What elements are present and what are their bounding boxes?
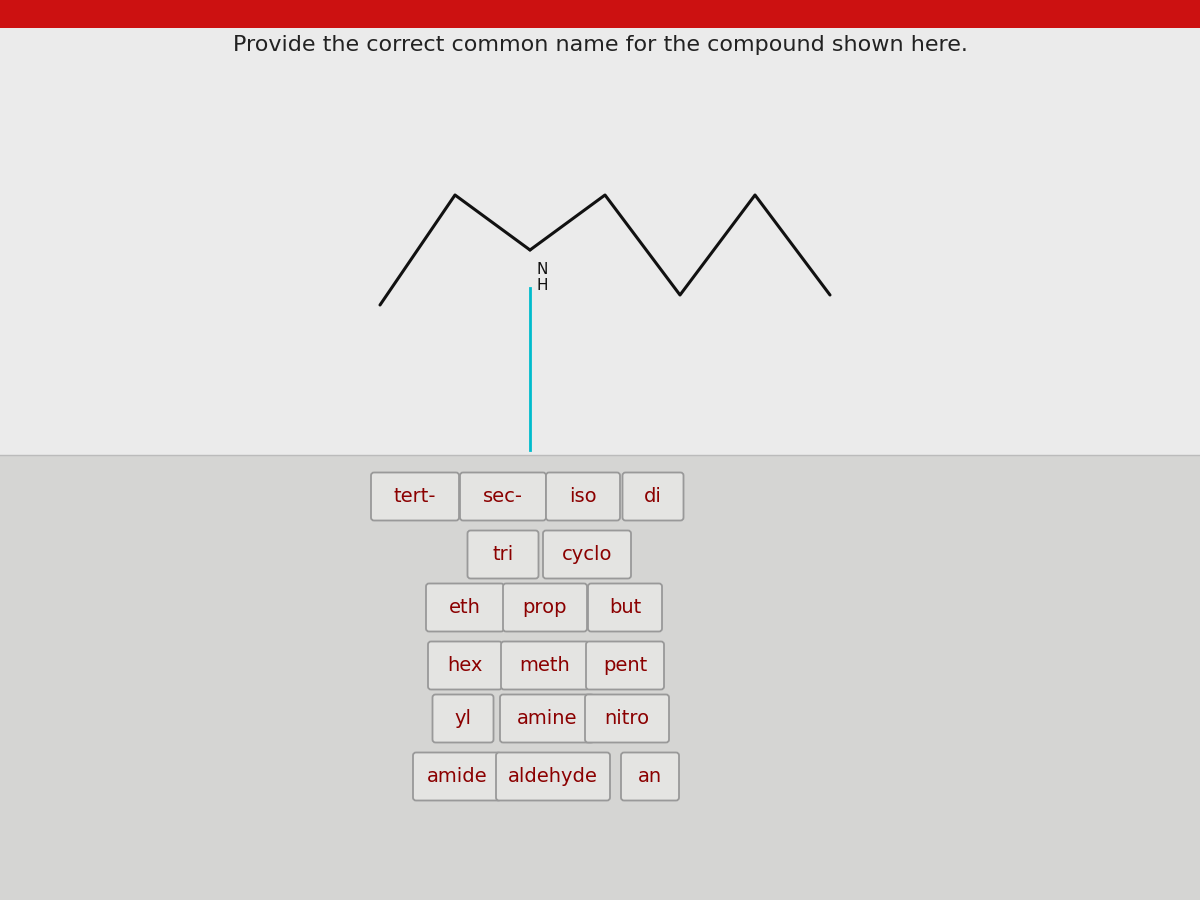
Text: amine: amine [517, 709, 577, 728]
FancyBboxPatch shape [468, 530, 539, 579]
FancyBboxPatch shape [546, 472, 620, 520]
Text: but: but [608, 598, 641, 617]
Bar [0, 0, 1200, 28]
FancyBboxPatch shape [586, 695, 670, 742]
FancyBboxPatch shape [502, 642, 589, 689]
Text: Provide the correct common name for the compound shown here.: Provide the correct common name for the … [233, 35, 967, 55]
Bar [0, 0, 1200, 454]
Text: prop: prop [523, 598, 568, 617]
FancyBboxPatch shape [500, 695, 594, 742]
Text: eth: eth [449, 598, 481, 617]
Text: tri: tri [492, 545, 514, 564]
FancyBboxPatch shape [622, 752, 679, 800]
FancyBboxPatch shape [460, 472, 546, 520]
FancyBboxPatch shape [413, 752, 502, 800]
Text: N
H: N H [536, 262, 547, 293]
Text: hex: hex [448, 656, 482, 675]
Text: cyclo: cyclo [562, 545, 612, 564]
FancyBboxPatch shape [426, 583, 504, 632]
FancyBboxPatch shape [496, 752, 610, 800]
Text: di: di [644, 487, 662, 506]
FancyBboxPatch shape [371, 472, 458, 520]
Text: iso: iso [569, 487, 596, 506]
FancyBboxPatch shape [503, 583, 587, 632]
Text: amide: amide [427, 767, 487, 786]
FancyBboxPatch shape [623, 472, 684, 520]
Text: an: an [638, 767, 662, 786]
Text: pent: pent [602, 656, 647, 675]
Text: aldehyde: aldehyde [508, 767, 598, 786]
Text: yl: yl [455, 709, 472, 728]
FancyBboxPatch shape [428, 642, 502, 689]
Text: nitro: nitro [605, 709, 649, 728]
Text: tert-: tert- [394, 487, 437, 506]
Text: sec-: sec- [482, 487, 523, 506]
FancyBboxPatch shape [586, 642, 664, 689]
FancyBboxPatch shape [432, 695, 493, 742]
FancyBboxPatch shape [542, 530, 631, 579]
Bar [0, 454, 1200, 900]
Text: meth: meth [520, 656, 570, 675]
FancyBboxPatch shape [588, 583, 662, 632]
